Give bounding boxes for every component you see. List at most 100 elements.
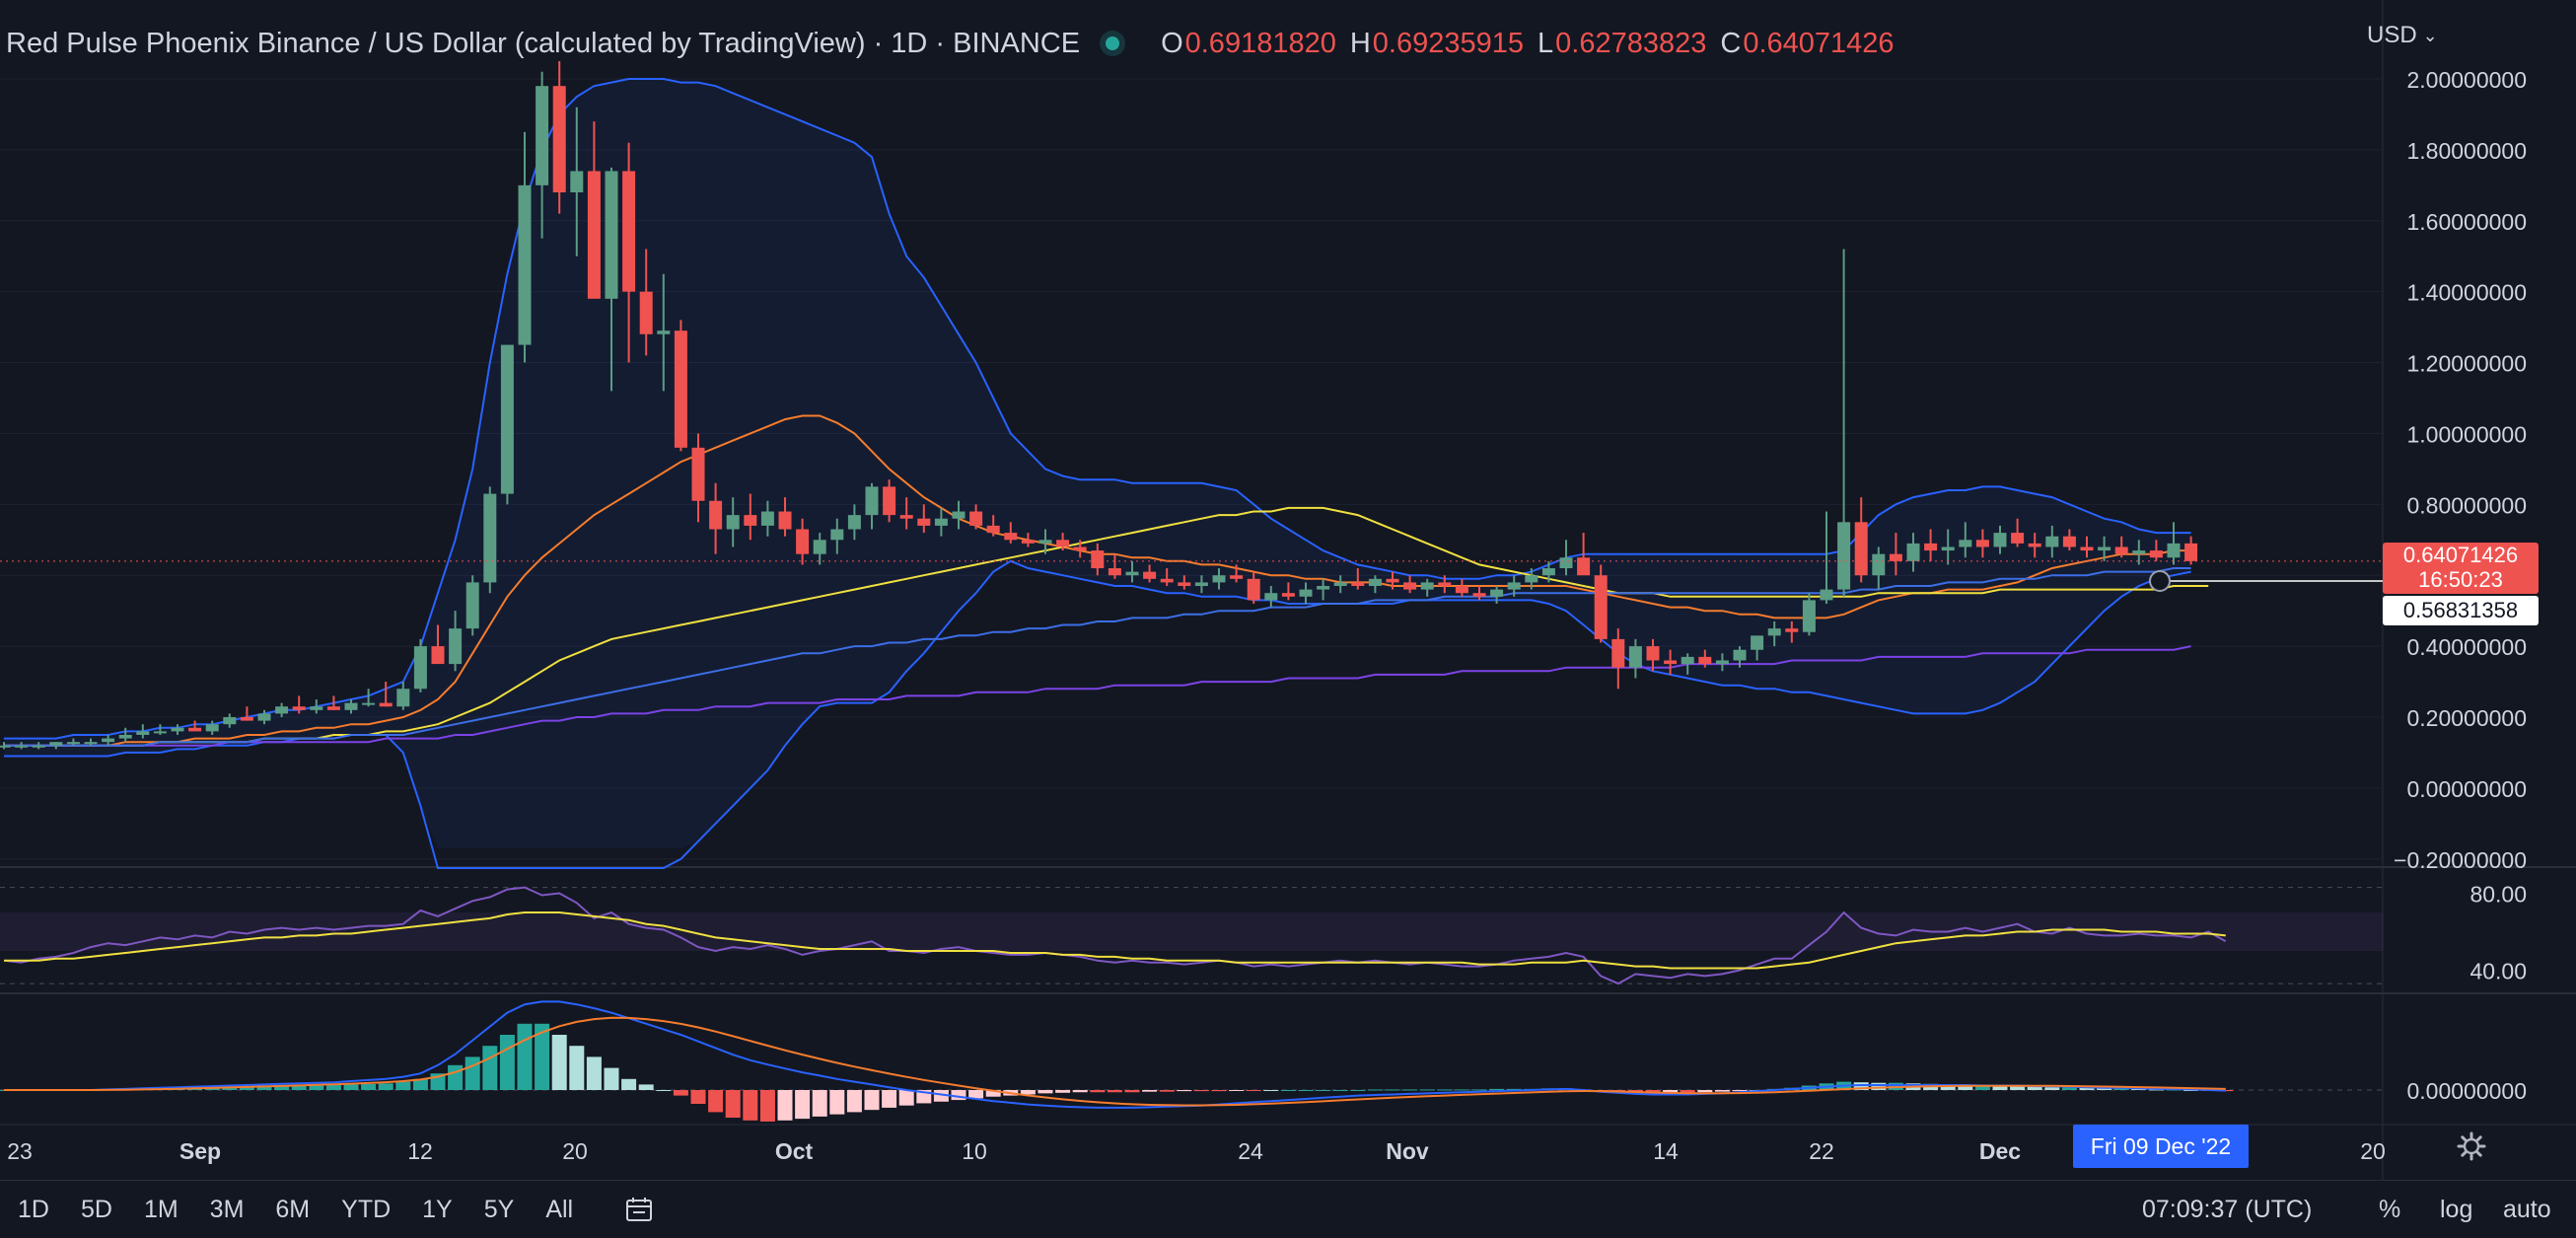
range-3m-button[interactable]: 3M	[209, 1195, 245, 1223]
range-6m-button[interactable]: 6M	[275, 1195, 311, 1223]
candle	[1160, 568, 1174, 587]
macd-histogram-bar	[1020, 1090, 1036, 1095]
macd-histogram-bar	[708, 1090, 724, 1113]
candle-body	[969, 511, 983, 526]
range-5y-button[interactable]: 5Y	[483, 1195, 515, 1223]
candle	[830, 518, 844, 554]
macd-histogram-bar	[517, 1023, 533, 1090]
ma-price-tag: 0.56831358	[2383, 596, 2539, 625]
price-axis-tick: 1.20000000	[2406, 351, 2527, 377]
candle	[552, 61, 566, 214]
utc-clock[interactable]: 07:09:37 (UTC)	[2142, 1195, 2313, 1223]
candle	[2132, 540, 2146, 565]
close-value: 0.64071426	[1743, 27, 1895, 59]
auto-scale-toggle[interactable]: auto	[2503, 1195, 2551, 1223]
macd-histogram-bar	[1419, 1089, 1435, 1091]
macd-histogram-bar	[1107, 1090, 1122, 1093]
macd-histogram-bar	[1177, 1090, 1192, 1092]
candle-body	[153, 731, 167, 734]
candle-body	[1299, 589, 1313, 597]
candle-body	[1698, 656, 1712, 665]
candle	[1507, 575, 1521, 597]
go-to-date-calendar-icon[interactable]	[624, 1195, 654, 1224]
candle	[2028, 533, 2041, 558]
chevron-down-icon: ⌄	[2422, 25, 2438, 45]
candle	[310, 699, 323, 714]
candle	[205, 720, 219, 735]
candle	[778, 497, 792, 537]
high-value: 0.69235915	[1372, 27, 1525, 59]
candle	[1924, 529, 1938, 561]
candle	[1906, 533, 1920, 572]
candle	[1785, 620, 1799, 643]
candle-body	[2167, 543, 2181, 558]
candle	[1751, 635, 1764, 661]
candle-body	[1264, 593, 1278, 601]
candle	[275, 702, 289, 718]
candle	[1368, 575, 1382, 594]
last-price-tag: 0.64071426 16:50:23	[2383, 543, 2539, 594]
candle	[483, 486, 497, 594]
range-1d-button[interactable]: 1D	[18, 1195, 49, 1223]
macd-histogram-bar	[412, 1078, 428, 1090]
candle	[118, 727, 132, 743]
candle-body	[1975, 540, 1989, 547]
candle	[1559, 540, 1573, 576]
candle-body	[1507, 582, 1521, 590]
candle-body	[66, 742, 80, 745]
settings-gear-icon[interactable]	[2456, 1130, 2487, 1162]
candle	[431, 624, 445, 665]
candle	[1230, 564, 1244, 583]
market-status-icon[interactable]	[1106, 36, 1120, 50]
candle	[413, 638, 427, 692]
candle	[1056, 533, 1070, 551]
macd-histogram-bar	[1038, 1090, 1053, 1094]
macd-histogram-bar	[1437, 1089, 1453, 1091]
range-ytd-button[interactable]: YTD	[341, 1195, 392, 1223]
candle	[570, 107, 584, 256]
macd-histogram-bar	[1193, 1090, 1209, 1092]
candle	[622, 142, 636, 363]
candle	[1594, 564, 1608, 643]
macd-histogram-bar	[1211, 1090, 1227, 1092]
macd-histogram-bar	[2044, 1087, 2060, 1090]
candle	[379, 682, 393, 707]
candle	[1403, 575, 1417, 594]
time-axis-tick: Dec	[1979, 1138, 2021, 1164]
candle-body	[1802, 600, 1816, 632]
candle-body	[1541, 568, 1555, 576]
candle-body	[1038, 540, 1052, 544]
candle	[674, 320, 687, 452]
candle	[2062, 529, 2076, 551]
symbol-title[interactable]: Red Pulse Phoenix Binance / US Dollar (c…	[6, 27, 1081, 59]
candle	[1264, 586, 1278, 608]
macd-histogram-bar	[1142, 1090, 1158, 1092]
candle-body	[744, 515, 757, 526]
candle	[1490, 586, 1504, 604]
macd-histogram-bar	[743, 1090, 758, 1121]
percent-scale-toggle[interactable]: %	[2379, 1195, 2401, 1223]
candle-body	[1733, 649, 1747, 661]
candle-body	[1889, 553, 1902, 561]
currency-selector[interactable]: USD ⌄	[2367, 22, 2438, 49]
range-5d-button[interactable]: 5D	[80, 1195, 112, 1223]
macd-histogram-bar	[1316, 1090, 1331, 1091]
candle-body	[171, 727, 184, 732]
candle-body	[1021, 540, 1035, 544]
macd-histogram-bar	[1298, 1090, 1314, 1091]
candle	[2114, 536, 2128, 558]
macd-histogram-bar	[1871, 1082, 1887, 1090]
range-1y-button[interactable]: 1Y	[422, 1195, 453, 1223]
candle	[1143, 564, 1157, 583]
range-all-button[interactable]: All	[545, 1195, 574, 1223]
candle-body	[1490, 589, 1504, 597]
candle-body	[1317, 586, 1330, 590]
candle	[1004, 522, 1018, 544]
range-1m-button[interactable]: 1M	[143, 1195, 179, 1223]
log-scale-toggle[interactable]: log	[2440, 1195, 2473, 1223]
candle-body	[1386, 578, 1399, 583]
macd-histogram-bar	[1680, 1090, 1695, 1093]
candle-body	[1091, 550, 1105, 569]
candle-body	[310, 706, 323, 710]
